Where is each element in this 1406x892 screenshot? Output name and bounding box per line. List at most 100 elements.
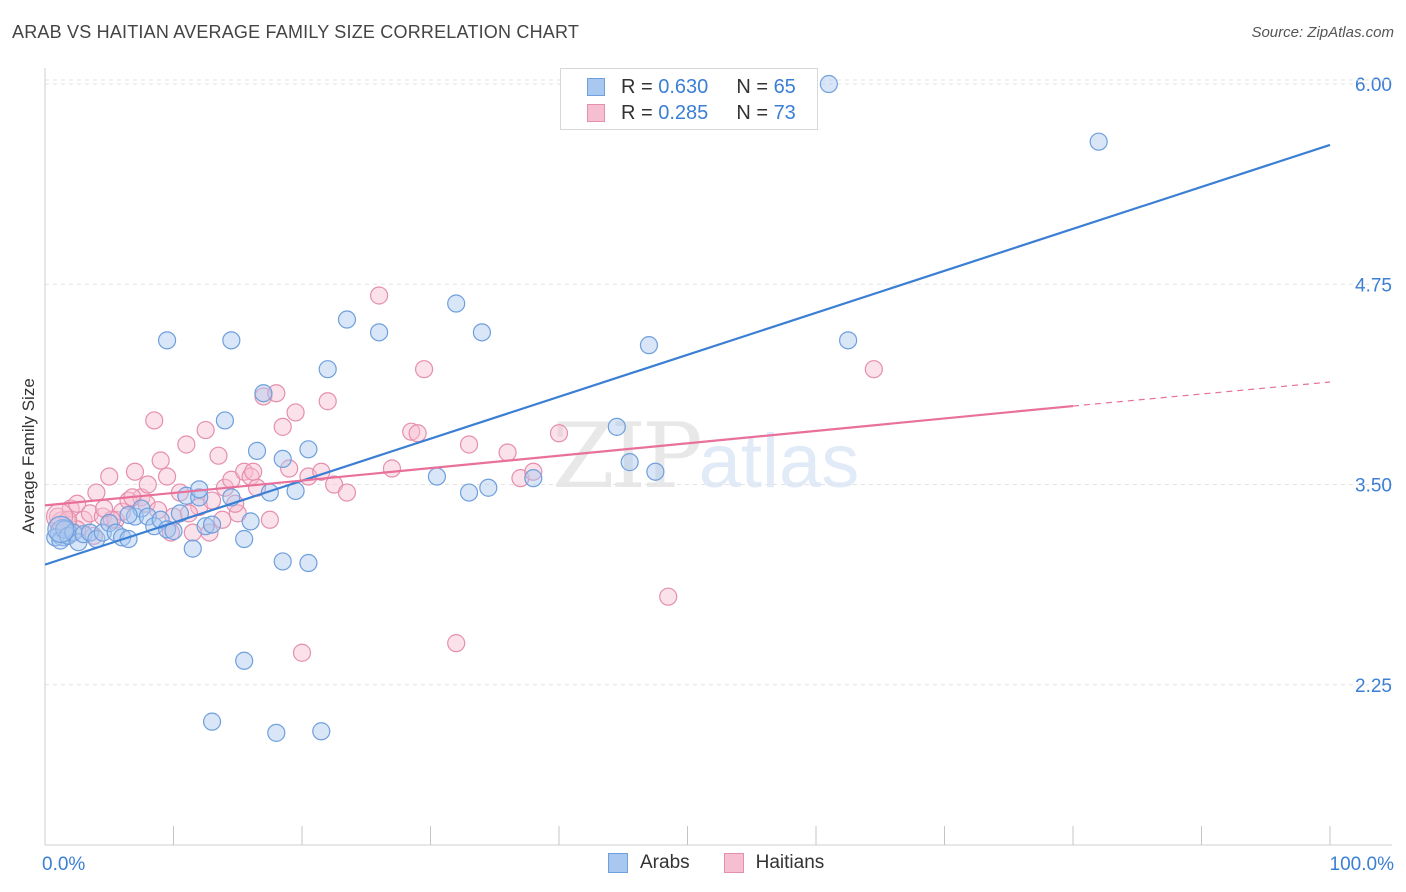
chart-source: Source: ZipAtlas.com (1251, 24, 1394, 41)
arab-point (119, 505, 138, 525)
arab-point (273, 552, 292, 571)
arab-point (222, 331, 241, 350)
legend-r-label: R = (621, 101, 653, 124)
watermark-atlas: atlas (698, 419, 860, 504)
arab-point (318, 360, 337, 379)
haitian-point (145, 411, 164, 430)
arab-point (59, 526, 78, 545)
legend-swatch-arabs (587, 78, 605, 96)
legend-n-label: N = (736, 75, 768, 98)
haitian-point (87, 483, 106, 502)
x-tick-label: 100.0% (1330, 854, 1395, 875)
arab-trend-line (44, 143, 1331, 566)
haitian-point (138, 475, 157, 494)
haitian-point (337, 483, 357, 502)
watermark: ZIPatlas (552, 404, 859, 509)
legend-item-arabs[interactable]: Arabs (608, 852, 690, 874)
arab-point (524, 469, 543, 488)
haitian-point (659, 587, 678, 606)
haitian-point (524, 462, 543, 481)
arab-point (157, 331, 177, 350)
arab-point (254, 384, 273, 403)
y-tick-label: 2.25 (1355, 676, 1392, 697)
arab-point (247, 441, 267, 460)
arab-point (215, 411, 234, 430)
y-tick-label: 4.75 (1355, 275, 1392, 296)
arab-point (639, 336, 659, 355)
arab-point (607, 417, 626, 436)
arab-point (170, 504, 190, 523)
legend-row-haitians: R = 0.285 N = 73 (587, 101, 796, 125)
haitian-point (100, 467, 119, 486)
haitian-point (414, 360, 434, 379)
correlation-legend: R = 0.630 N = 65 R = 0.285 N = 73 (560, 68, 818, 130)
watermark-zip: ZIP (552, 404, 703, 509)
legend-swatch-haitians (587, 104, 605, 122)
haitian-point (498, 443, 517, 462)
haitian-point (408, 424, 427, 443)
arab-point (646, 462, 665, 481)
haitian-point (280, 459, 299, 478)
arab-point (370, 323, 389, 342)
arab-point (202, 515, 222, 534)
haitian-point (292, 643, 312, 662)
y-tick-label: 6.00 (1355, 75, 1392, 96)
haitian-point (267, 384, 286, 403)
haitian-point (196, 420, 215, 440)
haitian-point (318, 392, 337, 411)
arab-point (620, 453, 639, 472)
haitian-point (864, 360, 883, 379)
chart-title: ARAB VS HAITIAN AVERAGE FAMILY SIZE CORR… (12, 22, 580, 42)
haitian-point (286, 403, 305, 422)
haitian-point (325, 475, 344, 494)
arab-point (235, 651, 254, 670)
arab-point (839, 331, 858, 350)
legend-swatch-arabs (608, 853, 628, 873)
haitian-point (151, 451, 170, 470)
legend-n-label: N = (736, 101, 768, 124)
arab-point (47, 515, 75, 543)
arab-point (202, 712, 222, 731)
arab-point (267, 723, 286, 742)
arab-point (151, 510, 170, 529)
haitian-trend-extension (1072, 381, 1331, 407)
haitian-point (273, 417, 292, 436)
haitian-trend-line (44, 404, 1074, 507)
arab-point (196, 517, 215, 536)
arab-point (241, 512, 260, 531)
haitian-point (382, 459, 402, 478)
legend-r-value: 0.285 (658, 101, 709, 124)
legend-n-value: 73 (773, 101, 796, 124)
arab-point (427, 467, 447, 486)
arab-point (100, 513, 119, 533)
haitian-point (447, 634, 466, 653)
arab-point (819, 74, 838, 94)
haitian-point (157, 467, 177, 486)
haitian-point (125, 462, 145, 481)
legend-r-label: R = (621, 75, 653, 98)
haitian-point (177, 435, 196, 454)
y-axis-label: Average Family Size (19, 378, 38, 534)
y-tick-label: 3.50 (1355, 476, 1392, 497)
haitian-point (213, 510, 232, 529)
haitian-point (549, 424, 569, 443)
arab-point (273, 449, 292, 469)
x-tick-label: 0.0% (42, 854, 85, 875)
haitian-point (260, 510, 279, 529)
haitian-point (209, 446, 228, 465)
haitian-point (370, 286, 389, 305)
legend-n-value: 65 (773, 75, 796, 98)
series-legend: Arabs Haitians (608, 852, 858, 874)
arab-point (459, 483, 479, 502)
legend-label-arabs: Arabs (640, 852, 690, 873)
arab-point (183, 539, 202, 558)
legend-label-haitians: Haitians (755, 852, 825, 873)
legend-row-arabs: R = 0.630 N = 65 (587, 75, 796, 99)
legend-r-value: 0.630 (658, 75, 709, 98)
arab-point (1089, 132, 1108, 151)
arab-point (472, 323, 491, 342)
legend-swatch-haitians (723, 853, 744, 873)
arab-point (235, 529, 254, 549)
legend-item-haitians[interactable]: Haitians (723, 852, 825, 874)
